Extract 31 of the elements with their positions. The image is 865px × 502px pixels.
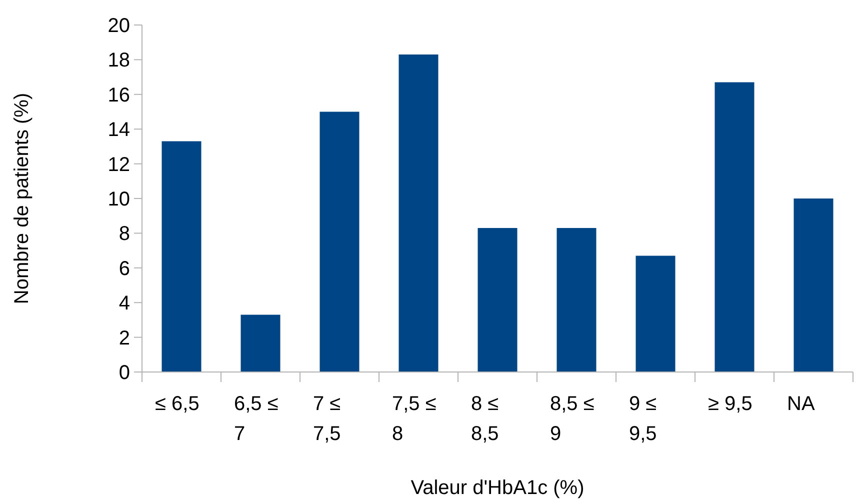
y-tick-label: 0 xyxy=(118,362,130,384)
x-tick-label: 8 ≤ 8,5 xyxy=(471,393,499,445)
x-tick-label: 7,5 ≤ 8 xyxy=(392,393,436,445)
x-tick-label: ≥ 9,5 xyxy=(708,393,752,415)
bar xyxy=(320,112,360,372)
bar xyxy=(162,141,202,372)
y-axis-title: Nombre de patients (%) xyxy=(11,92,33,304)
bar xyxy=(398,54,438,372)
y-tick-label: 4 xyxy=(118,292,130,315)
y-tick-label: 8 xyxy=(118,223,130,246)
bar xyxy=(794,198,834,372)
x-tick-label: 9 ≤ 9,5 xyxy=(629,393,657,445)
x-tick-label: 7 ≤ 7,5 xyxy=(313,393,341,445)
bar xyxy=(240,314,280,372)
x-tick-label: NA xyxy=(787,393,816,415)
y-tick-label: 6 xyxy=(118,258,130,280)
bar xyxy=(556,228,596,372)
y-tick-label: 16 xyxy=(108,84,130,106)
x-tick-label: ≤ 6,5 xyxy=(155,393,200,415)
x-tick-label: 6,5 ≤ 7 xyxy=(234,393,278,445)
y-tick-label: 14 xyxy=(108,119,130,142)
bar xyxy=(478,228,518,372)
bar xyxy=(714,82,754,372)
y-tick-label: 20 xyxy=(108,15,130,37)
x-tick-label: 8,5 ≤ 9 xyxy=(550,393,594,445)
bar xyxy=(636,256,676,372)
y-tick-label: 12 xyxy=(108,154,130,176)
y-tick-label: 2 xyxy=(118,327,130,350)
y-tick-label: 18 xyxy=(108,50,130,72)
x-axis-title: Valeur d'HbA1c (%) xyxy=(410,477,584,499)
y-tick-label: 10 xyxy=(108,188,130,210)
